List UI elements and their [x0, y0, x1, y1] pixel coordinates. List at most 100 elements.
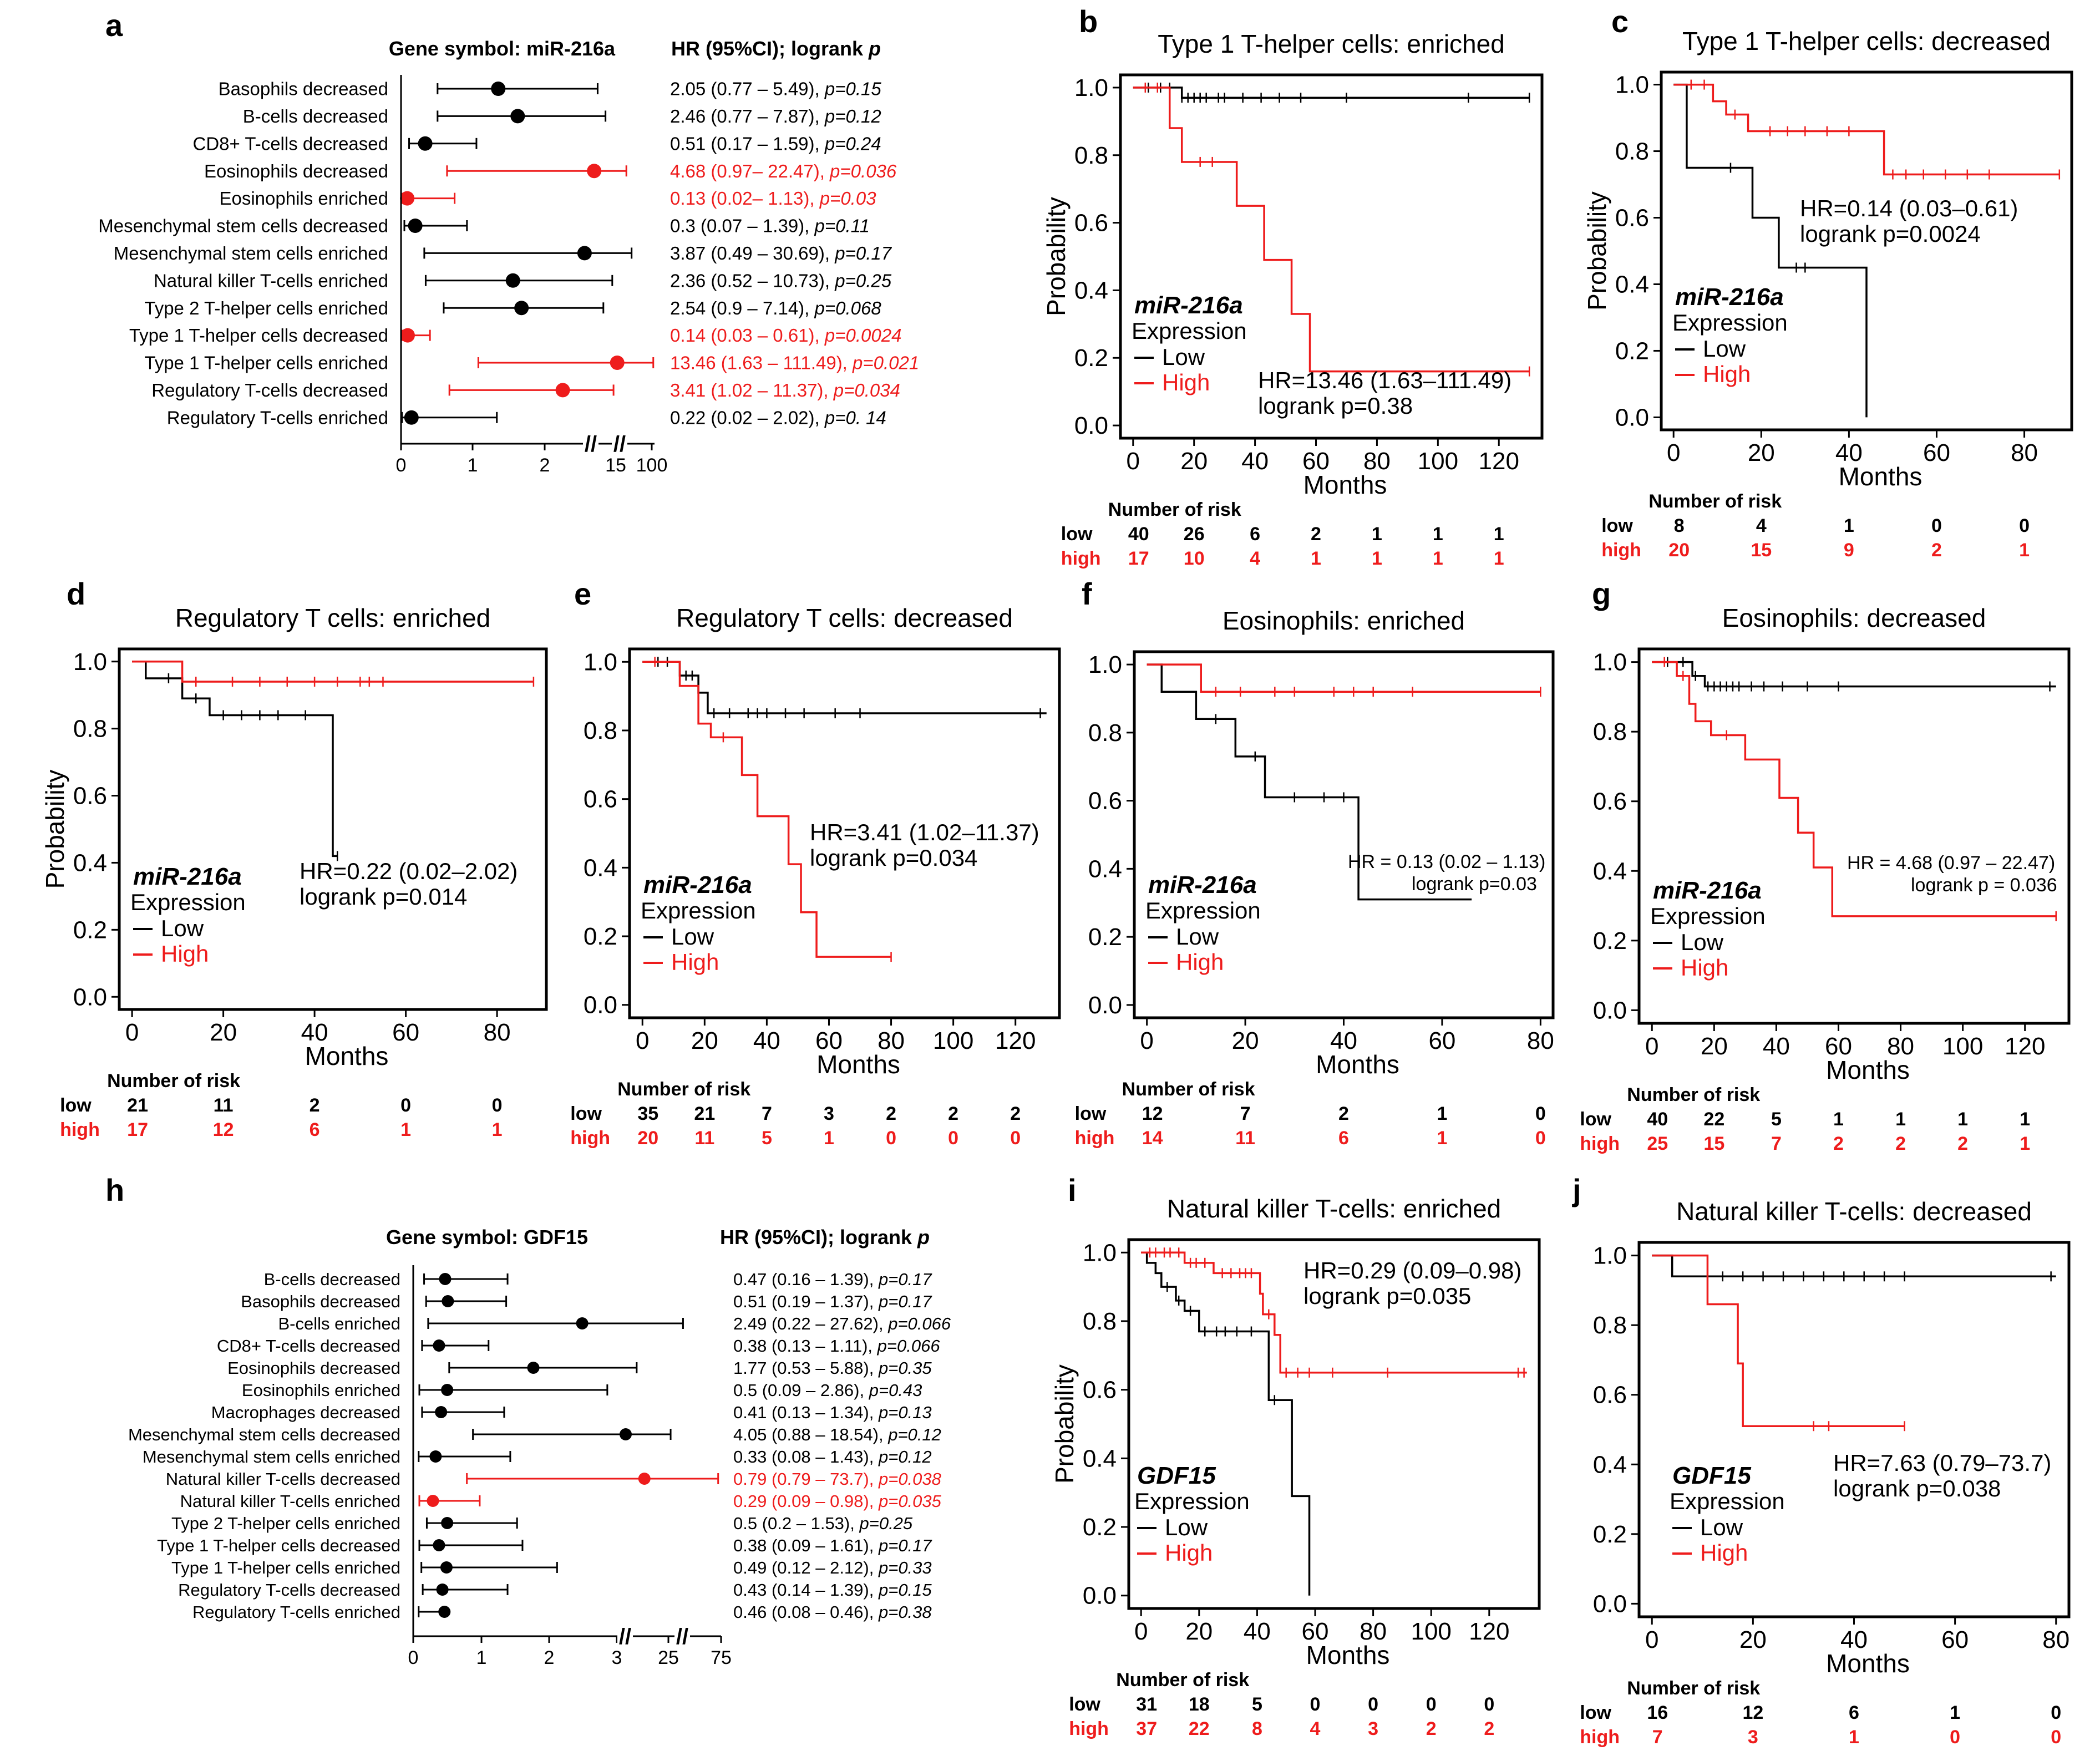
axis-break-mark: //	[676, 1625, 688, 1649]
hr-point	[436, 1584, 449, 1596]
risk-row-label-high: high	[1601, 540, 1641, 561]
y-tick-label: 0.4	[1615, 271, 1649, 298]
legend-title: Expression	[1134, 1488, 1250, 1514]
legend-title: Expression	[1132, 318, 1247, 344]
risk-count-high: 0	[1010, 1128, 1021, 1149]
hr-value: 0.22 (0.02 – 2.02), p=0. 14	[670, 407, 886, 428]
hr-point	[576, 1317, 589, 1329]
forest-tick-label: 100	[636, 455, 668, 476]
x-tick-label: 120	[2005, 1033, 2045, 1060]
axis-break-gap	[617, 1626, 633, 1646]
risk-row-label-low: low	[1580, 1702, 1611, 1723]
p-value: p=0.33	[878, 1558, 932, 1577]
forest-panel-a: a Gene symbol: miR-216a HR (95%CI); logran…	[98, 8, 919, 476]
forest-row-label: Regulatory T-cells decreased	[178, 1580, 400, 1600]
x-axis-label: Months	[1303, 470, 1387, 499]
risk-count-low: 2	[1010, 1103, 1021, 1124]
risk-count-high: 2	[1833, 1133, 1844, 1154]
y-tick-label: 0.2	[1088, 923, 1122, 951]
panel-title-g: Eosinophils: decreased	[1722, 603, 1986, 632]
p-value: p=0.11	[814, 216, 870, 236]
hr-point	[527, 1362, 540, 1374]
risk-count-high: 1	[2019, 540, 2030, 561]
panel-title-f: Eosinophils: enriched	[1223, 606, 1465, 635]
legend-label-low: Low	[1162, 344, 1205, 370]
panel-title-d: Regulatory T cells: enriched	[175, 603, 491, 632]
forest-row-label: B-cells enriched	[278, 1314, 400, 1333]
p-value: p=0.036	[829, 161, 897, 181]
forest-row-label: Type 1 T-helper cells enriched	[171, 1558, 400, 1577]
hr-value: 0.14 (0.03 – 0.61), p=0.0024	[670, 325, 901, 346]
y-tick-label: 0.6	[1074, 210, 1108, 237]
risk-count-high: 15	[1751, 540, 1772, 561]
logrank-annotation: logrank p=0.038	[1833, 1475, 2001, 1501]
plot-frame-i	[1127, 1238, 1541, 1610]
logrank-annotation: logrank p=0.035	[1303, 1283, 1471, 1309]
x-axis-label: Months	[1826, 1649, 1910, 1678]
risk-count-high: 37	[1136, 1718, 1157, 1739]
risk-table-title: Number of risk	[107, 1070, 240, 1092]
hr-point	[429, 1450, 442, 1463]
risk-count-low: 2	[310, 1095, 320, 1116]
risk-count-high: 1	[1437, 1128, 1447, 1149]
legend-title: Expression	[641, 897, 756, 923]
risk-count-high: 3	[1748, 1727, 1758, 1748]
x-tick-label: 120	[1469, 1618, 1509, 1645]
hr-point	[587, 164, 602, 179]
p-value: p=0.0024	[824, 325, 902, 346]
x-tick-label: 60	[815, 1027, 843, 1054]
legend-label-high: High	[671, 949, 719, 975]
risk-count-low: 1	[1957, 1109, 1968, 1130]
hr-value: 2.05 (0.77 – 5.49), p=0.15	[670, 79, 881, 99]
forest-tick-label: 15	[605, 455, 626, 476]
risk-row-label-high: high	[1580, 1133, 1620, 1154]
risk-row-label-low: low	[1061, 524, 1093, 545]
y-tick-label: 1.0	[1074, 74, 1108, 102]
forest-row-label: Macrophages decreased	[211, 1403, 400, 1422]
risk-count-high: 2	[1426, 1718, 1437, 1739]
p-value: p=0.17	[878, 1270, 932, 1289]
risk-count-high: 2	[1957, 1133, 1968, 1154]
risk-count-high: 9	[1844, 540, 1854, 561]
risk-count-low: 1	[2020, 1109, 2030, 1130]
km-panel-b: b Type 1 T-helper cells: enriched 0.0 0.2 0.…	[1042, 4, 1544, 569]
y-tick-label: 0.6	[1593, 1382, 1627, 1409]
hr-value: 0.3 (0.07 – 1.39), p=0.11	[670, 216, 870, 236]
y-tick-label: 0.0	[1088, 992, 1122, 1019]
y-tick-label: 1.0	[584, 648, 617, 676]
y-tick-label: 0.0	[1615, 404, 1649, 431]
hr-value: 2.46 (0.77 – 7.87), p=0.12	[670, 106, 881, 126]
x-tick-label: 20	[1739, 1626, 1767, 1653]
p-value: p=0.03	[819, 188, 876, 209]
p-value: p=0.24	[824, 133, 881, 154]
axis-break-mark: //	[585, 432, 597, 456]
risk-count-low: 4	[1756, 515, 1767, 536]
legend-gene-name: GDF15	[1137, 1462, 1216, 1489]
forest-row-label: Basophils decreased	[241, 1292, 400, 1311]
risk-count-low: 6	[1250, 524, 1260, 545]
plot-frame-e	[628, 647, 1061, 1019]
forest-panel-h: h Gene symbol: GDF15 HR (95%CI); logrank p…	[105, 1173, 951, 1668]
y-tick-label: 0.4	[1083, 1445, 1117, 1472]
legend-label-high: High	[1703, 361, 1751, 387]
legend-label-low: Low	[1165, 1514, 1208, 1540]
forest-row-label: Regulatory T-cells decreased	[151, 380, 388, 400]
hr-value: 3.87 (0.49 – 30.69), p=0.17	[670, 243, 892, 263]
forest-row-label: Eosinophils enriched	[242, 1381, 400, 1400]
x-tick-label: 0	[1645, 1033, 1658, 1060]
forest-row-label: Mesenchymal stem cells enriched	[143, 1447, 400, 1466]
risk-count-low: 1	[1372, 524, 1382, 545]
forest-row-label: Basophils decreased	[219, 79, 388, 99]
risk-count-low: 0	[2019, 515, 2030, 536]
risk-count-low: 0	[492, 1095, 503, 1116]
risk-count-low: 1	[1433, 524, 1443, 545]
risk-count-high: 0	[1950, 1727, 1960, 1748]
legend-label-low: Low	[161, 915, 204, 941]
p-value: p=0.066	[887, 1314, 951, 1333]
risk-count-low: 0	[1535, 1103, 1546, 1124]
risk-count-low: 18	[1189, 1694, 1210, 1715]
hr-value: 4.05 (0.88 – 18.54), p=0.12	[733, 1425, 941, 1444]
risk-count-high: 14	[1142, 1128, 1163, 1149]
axis-break-gap	[674, 1626, 690, 1646]
